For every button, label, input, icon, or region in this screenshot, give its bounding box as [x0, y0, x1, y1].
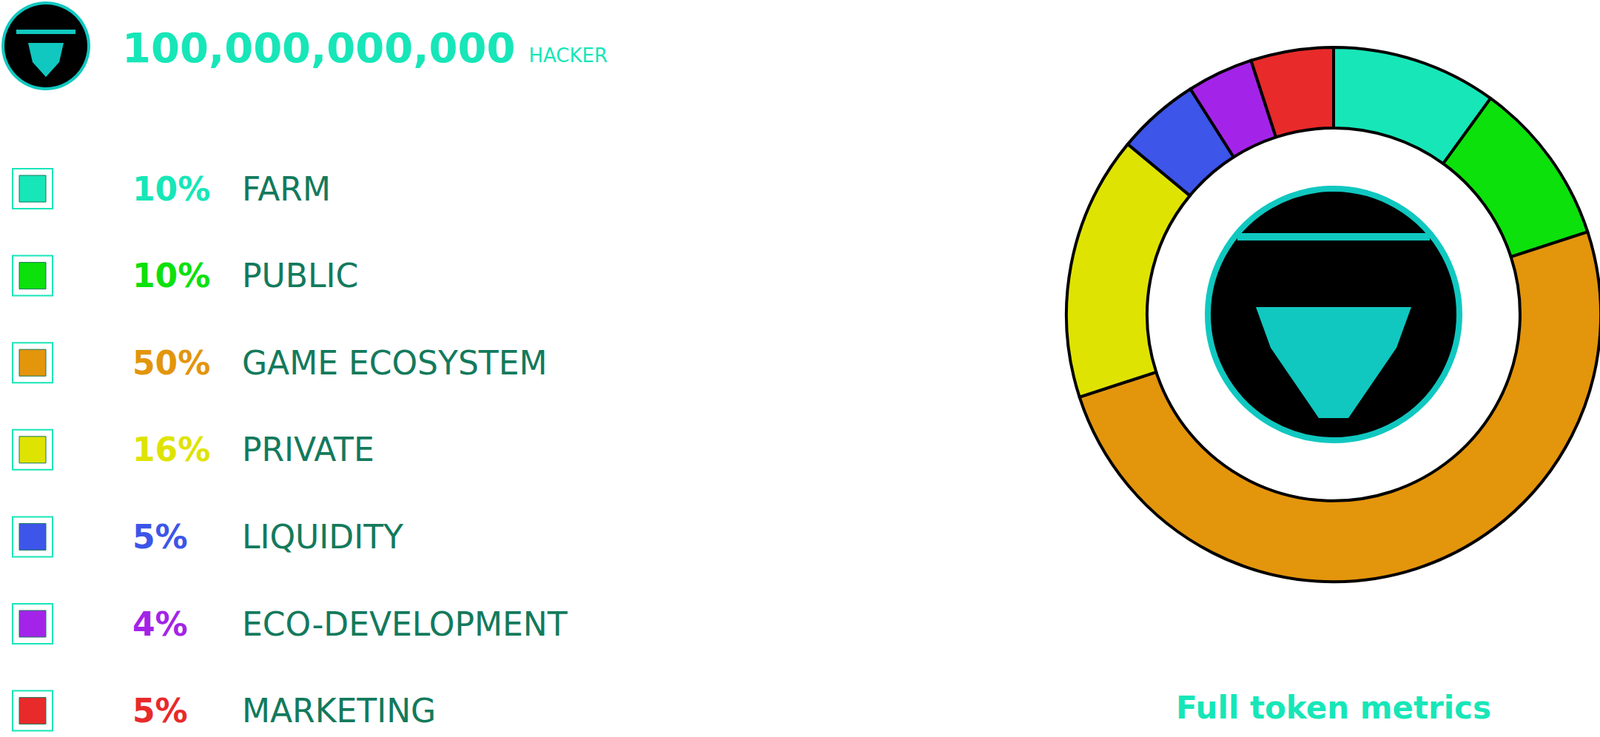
svg-text:100,000,000,000: 100,000,000,000	[122, 23, 516, 72]
svg-text:10%: 10%	[132, 170, 211, 208]
svg-text:FARM: FARM	[241, 170, 331, 208]
svg-text:50%: 50%	[132, 344, 211, 382]
svg-text:5%: 5%	[132, 691, 188, 730]
svg-text:PRIVATE: PRIVATE	[241, 430, 375, 469]
svg-text:ECO-DEVELOPMENT: ECO-DEVELOPMENT	[241, 605, 568, 644]
svg-text:HACKER: HACKER	[528, 44, 608, 67]
svg-text:PUBLIC: PUBLIC	[241, 256, 359, 295]
svg-text:5%: 5%	[132, 518, 188, 556]
svg-text:MARKETING: MARKETING	[241, 691, 436, 730]
svg-text:LIQUIDITY: LIQUIDITY	[241, 518, 404, 556]
svg-text:10%: 10%	[132, 256, 211, 295]
svg-text:GAME ECOSYSTEM: GAME ECOSYSTEM	[241, 344, 547, 382]
svg-text:Full token metrics: Full token metrics	[1175, 689, 1492, 726]
svg-text:16%: 16%	[132, 430, 211, 469]
svg-text:4%: 4%	[132, 605, 188, 644]
